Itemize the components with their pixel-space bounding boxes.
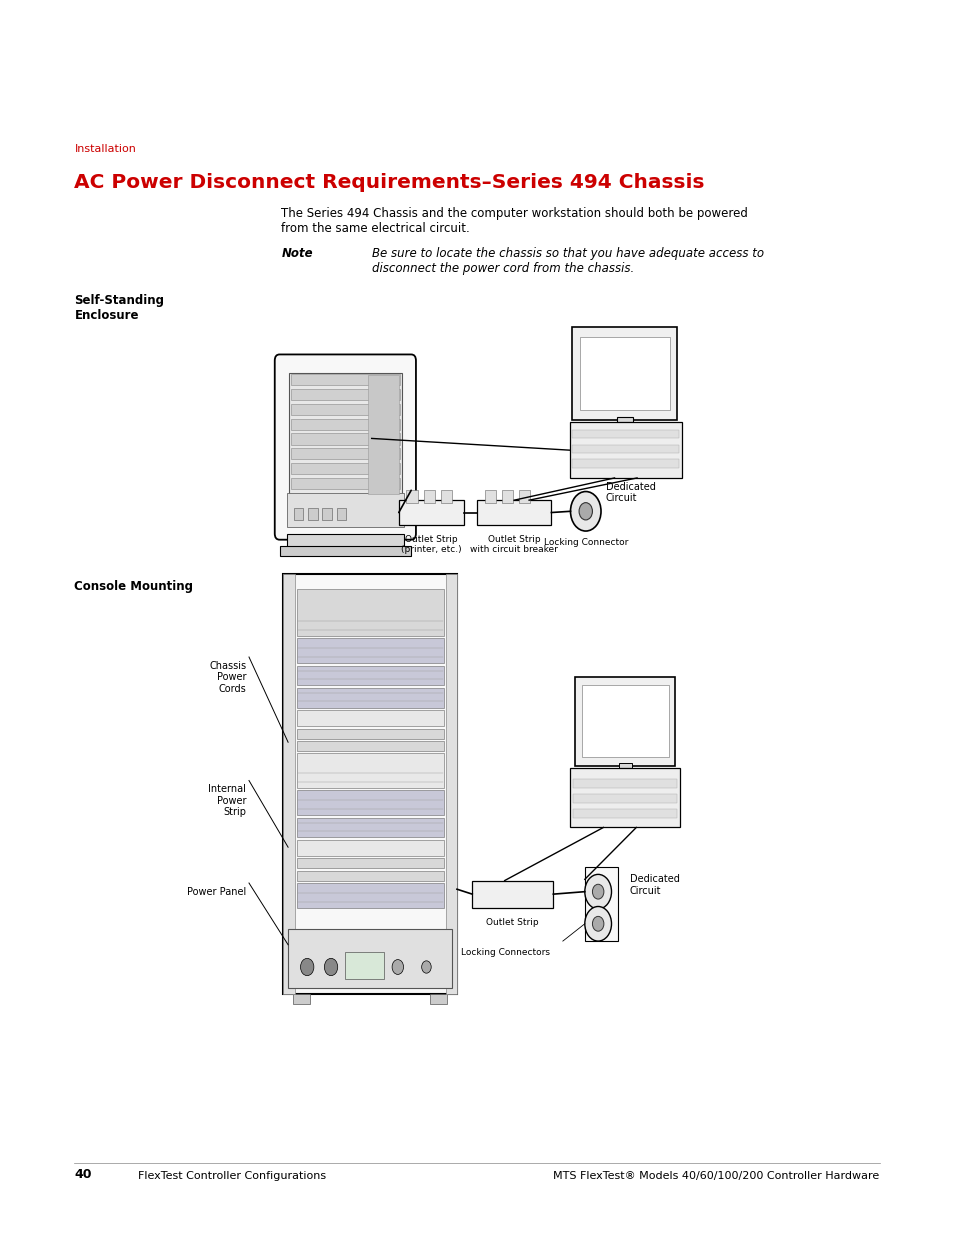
Bar	[294, 508, 303, 520]
Text: Outlet Strip
(printer, etc.): Outlet Strip (printer, etc.)	[400, 535, 461, 555]
Bar	[572, 445, 679, 453]
Circle shape	[592, 916, 603, 931]
Bar	[291, 433, 399, 445]
Bar	[440, 490, 452, 503]
Circle shape	[592, 884, 603, 899]
Bar	[291, 478, 399, 489]
Bar	[398, 500, 463, 525]
Bar	[296, 871, 443, 881]
Text: Locking Connectors: Locking Connectors	[460, 948, 550, 957]
Bar	[287, 534, 403, 548]
Text: Chassis
Power
Cords: Chassis Power Cords	[209, 661, 246, 694]
Text: Console Mounting: Console Mounting	[74, 580, 193, 594]
Bar	[296, 840, 443, 856]
Bar	[579, 337, 669, 410]
Bar	[291, 374, 399, 385]
Bar	[406, 490, 417, 503]
Bar	[283, 574, 294, 994]
Bar	[581, 685, 668, 757]
Bar	[570, 768, 679, 827]
Text: Power Panel: Power Panel	[187, 887, 246, 897]
Bar	[345, 952, 383, 979]
Text: Outlet Strip
with circuit breaker: Outlet Strip with circuit breaker	[470, 535, 558, 555]
Bar	[600, 430, 648, 440]
Bar	[423, 490, 435, 503]
Bar	[368, 375, 399, 494]
Bar	[293, 994, 310, 1004]
Bar	[296, 589, 443, 636]
Bar	[573, 794, 677, 803]
Bar	[296, 710, 443, 726]
Bar	[288, 929, 452, 988]
Text: Self-Standing
Enclosure: Self-Standing Enclosure	[74, 294, 164, 322]
Bar	[518, 490, 530, 503]
Bar	[604, 774, 646, 783]
Bar	[289, 373, 401, 496]
Bar	[296, 790, 443, 815]
Bar	[291, 419, 399, 430]
Bar	[291, 404, 399, 415]
Bar	[291, 463, 399, 474]
Text: The Series 494 Chassis and the computer workstation should both be powered
from : The Series 494 Chassis and the computer …	[281, 207, 747, 236]
Text: Be sure to locate the chassis so that you have adequate access to
disconnect the: Be sure to locate the chassis so that yo…	[372, 247, 763, 275]
Circle shape	[584, 874, 611, 909]
Text: Note: Note	[281, 247, 313, 261]
Bar	[575, 677, 675, 766]
Bar	[322, 508, 332, 520]
Circle shape	[392, 960, 403, 974]
Text: Dedicated
Circuit: Dedicated Circuit	[605, 482, 655, 503]
Bar	[572, 430, 679, 438]
Bar	[283, 574, 456, 994]
Text: Internal
Power
Strip: Internal Power Strip	[208, 784, 246, 818]
Bar	[296, 638, 443, 663]
Text: MTS FlexTest® Models 40/60/100/200 Controller Hardware: MTS FlexTest® Models 40/60/100/200 Contr…	[553, 1171, 879, 1181]
Bar	[572, 327, 677, 420]
Bar	[584, 867, 618, 941]
FancyBboxPatch shape	[274, 354, 416, 540]
Text: FlexTest Controller Configurations: FlexTest Controller Configurations	[138, 1171, 326, 1181]
Circle shape	[584, 906, 611, 941]
Bar	[472, 881, 553, 908]
Bar	[573, 779, 677, 788]
Circle shape	[421, 961, 431, 973]
Circle shape	[300, 958, 314, 976]
Bar	[476, 500, 551, 525]
Bar	[445, 574, 456, 994]
Bar	[296, 688, 443, 708]
Text: Outlet Strip: Outlet Strip	[486, 918, 538, 926]
Text: Locking Connector: Locking Connector	[543, 538, 627, 547]
Bar	[296, 858, 443, 868]
Bar	[296, 666, 443, 685]
Bar	[572, 459, 679, 468]
Bar	[430, 994, 447, 1004]
Bar	[296, 753, 443, 788]
Bar	[287, 493, 403, 527]
Bar	[617, 417, 632, 432]
Bar	[296, 729, 443, 739]
Text: Dedicated
Circuit: Dedicated Circuit	[629, 874, 679, 895]
Bar	[279, 546, 411, 556]
Circle shape	[570, 492, 600, 531]
Circle shape	[324, 958, 337, 976]
Bar	[336, 508, 346, 520]
Bar	[573, 809, 677, 818]
Text: AC Power Disconnect Requirements–Series 494 Chassis: AC Power Disconnect Requirements–Series …	[74, 173, 704, 191]
Text: Installation: Installation	[74, 144, 136, 154]
Bar	[308, 508, 317, 520]
Bar	[484, 490, 496, 503]
Bar	[291, 448, 399, 459]
Text: 40: 40	[74, 1167, 91, 1181]
Bar	[296, 883, 443, 908]
Circle shape	[578, 503, 592, 520]
Bar	[618, 763, 631, 778]
Bar	[291, 389, 399, 400]
Bar	[296, 741, 443, 751]
Bar	[501, 490, 513, 503]
Bar	[296, 818, 443, 837]
Bar	[569, 422, 681, 478]
